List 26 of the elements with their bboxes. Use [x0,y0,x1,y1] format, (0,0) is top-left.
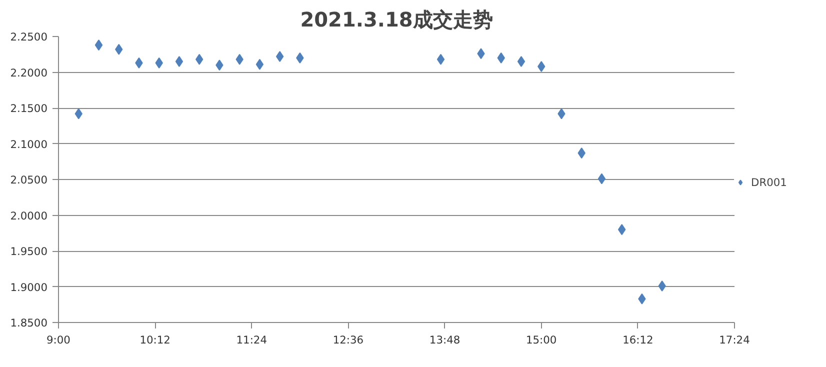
y-tick-label: 1.9000 [10,280,48,294]
y-tick-label: 1.8500 [10,316,48,330]
point [94,40,103,51]
point [256,58,264,70]
x-tick-label: 15:00 [526,334,557,346]
x-tick-label: 16:12 [622,334,654,346]
point [517,56,526,68]
y-tick-label: 2.1500 [10,102,48,115]
chart-title: 2021.3.18成交走势 [300,8,493,32]
y-tick-label: 2.0500 [10,174,48,186]
y-tick-label: 2.2000 [10,66,48,80]
y-tick-label: 2.0000 [10,209,48,222]
x-tick-label: 10:12 [140,334,170,346]
legend-label: DR001 [751,176,787,188]
y-tick-label: 2.2500 [10,30,48,44]
point [598,173,606,184]
point [175,56,184,68]
x-tick-label: 17:24 [719,334,750,346]
point [276,51,284,62]
y-tick-label: 2.1000 [10,138,48,151]
point [436,54,445,65]
x-tick-label: 12:36 [332,334,364,346]
x-tick-label: 11:24 [236,334,268,346]
x-tick-label: 9:00 [46,334,71,346]
y-tick-label: 1.9500 [10,245,48,258]
x-tick-label: 13:48 [429,334,460,346]
